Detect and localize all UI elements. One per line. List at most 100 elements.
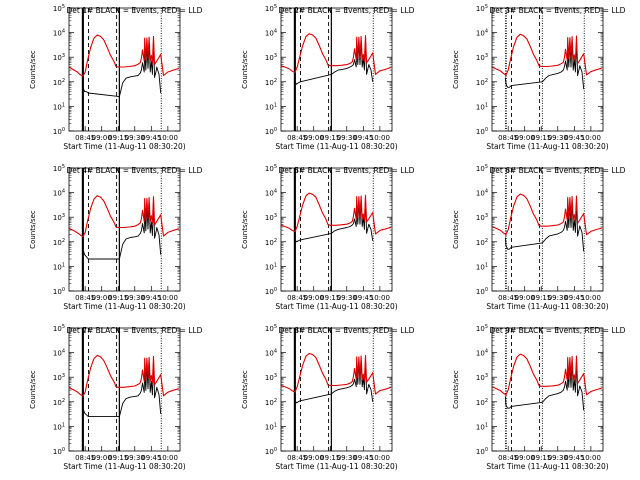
y-tick-label: 105	[265, 324, 277, 333]
x-tick-label: 09:15	[531, 294, 551, 302]
x-tick-label: 09:15	[320, 294, 340, 302]
x-tick-label: 08:45	[498, 134, 518, 142]
x-axis-label: Start Time (11-Aug-11 08:30:20)	[275, 142, 397, 151]
y-tick-label: 102	[265, 238, 277, 247]
y-tick-label: 103	[53, 373, 65, 382]
y-tick-label: 102	[476, 238, 488, 247]
detector-panel-5: Det 5# BLACK = Events, RED = LLD10010110…	[241, 164, 415, 311]
plot-area	[281, 8, 392, 131]
x-tick-label: 09:30	[548, 454, 568, 462]
y-tick-label: 104	[53, 349, 65, 358]
x-tick-label: 09:15	[320, 454, 340, 462]
series-line-lld	[281, 33, 392, 75]
series-line-lld	[281, 352, 392, 395]
y-axis-label: Counts/sec	[241, 370, 249, 409]
plot-frame	[491, 327, 604, 452]
x-tick-label: 08:45	[287, 294, 307, 302]
x-tick-label: 09:00	[92, 294, 112, 302]
x-tick-label: 09:15	[108, 134, 128, 142]
y-tick-label: 103	[476, 213, 488, 222]
x-tick-label: 10:00	[370, 294, 390, 302]
y-tick-label: 101	[53, 102, 65, 111]
y-tick-label: 100	[476, 127, 488, 136]
y-tick-label: 104	[265, 29, 277, 38]
y-tick-label: 104	[476, 189, 488, 198]
plot-area	[69, 168, 180, 291]
x-axis-label: Start Time (11-Aug-11 08:30:20)	[486, 142, 608, 151]
x-axis-label: Start Time (11-Aug-11 08:30:20)	[486, 462, 608, 471]
y-tick-label: 101	[53, 422, 65, 431]
x-tick-label: 08:45	[498, 294, 518, 302]
x-tick-label: 08:45	[75, 454, 95, 462]
series-line-lld	[492, 353, 603, 396]
series-line-lld	[69, 34, 180, 77]
y-tick-label: 101	[265, 422, 277, 431]
x-tick-label: 08:45	[287, 454, 307, 462]
y-tick-label: 101	[265, 102, 277, 111]
plot-area	[492, 8, 603, 131]
y-tick-label: 102	[476, 398, 488, 407]
y-tick-label: 101	[265, 262, 277, 271]
y-tick-label: 102	[476, 78, 488, 87]
y-tick-label: 102	[53, 398, 65, 407]
y-tick-label: 104	[265, 189, 277, 198]
y-tick-label: 102	[265, 78, 277, 87]
x-tick-label: 09:30	[125, 134, 145, 142]
x-tick-label: 08:45	[75, 294, 95, 302]
x-tick-label: 09:15	[108, 454, 128, 462]
y-axis-label: Counts/sec	[241, 50, 249, 89]
y-tick-label: 105	[476, 164, 488, 173]
y-tick-label: 100	[53, 447, 65, 456]
y-tick-label: 101	[53, 262, 65, 271]
y-tick-label: 100	[265, 447, 277, 456]
x-tick-label: 09:45	[564, 294, 584, 302]
y-tick-label: 104	[476, 29, 488, 38]
x-axis-label: Start Time (11-Aug-11 08:30:20)	[486, 302, 608, 311]
y-tick-label: 103	[53, 53, 65, 62]
detector-panel-3: Det 3# BLACK = Events, RED = LLD10010110…	[452, 4, 626, 151]
x-tick-label: 09:30	[548, 134, 568, 142]
y-tick-label: 104	[53, 189, 65, 198]
x-tick-label: 08:45	[287, 134, 307, 142]
y-tick-label: 104	[476, 349, 488, 358]
plot-area	[281, 168, 392, 291]
detector-panel-1: Det 1# BLACK = Events, RED = LLD10010110…	[29, 4, 203, 151]
series-line-lld	[69, 195, 180, 238]
x-tick-label: 09:30	[337, 294, 357, 302]
x-tick-label: 10:00	[581, 294, 601, 302]
y-tick-label: 103	[53, 213, 65, 222]
detector-panel-7: Det 7# BLACK = Events, RED = LLD10010110…	[29, 324, 203, 471]
y-tick-label: 105	[53, 324, 65, 333]
plot-frame	[280, 167, 393, 292]
y-axis-label: Counts/sec	[241, 210, 249, 249]
x-tick-label: 09:45	[353, 134, 373, 142]
y-tick-label: 105	[265, 164, 277, 173]
plot-frame	[68, 167, 181, 292]
x-axis-label: Start Time (11-Aug-11 08:30:20)	[63, 142, 185, 151]
x-tick-label: 09:30	[548, 294, 568, 302]
y-tick-label: 100	[265, 127, 277, 136]
y-tick-label: 101	[476, 102, 488, 111]
y-tick-label: 102	[265, 398, 277, 407]
x-tick-label: 10:00	[370, 134, 390, 142]
y-tick-label: 105	[476, 4, 488, 13]
detector-panel-8: Det 8# BLACK = Events, RED = LLD10010110…	[241, 324, 415, 471]
x-axis-label: Start Time (11-Aug-11 08:30:20)	[63, 462, 185, 471]
y-tick-label: 102	[53, 78, 65, 87]
y-tick-label: 104	[265, 349, 277, 358]
x-tick-label: 10:00	[158, 134, 178, 142]
plot-area	[492, 168, 603, 291]
x-tick-label: 09:00	[92, 134, 112, 142]
x-tick-label: 09:30	[337, 454, 357, 462]
x-tick-label: 09:45	[141, 134, 161, 142]
plot-area	[69, 8, 180, 131]
plot-area	[281, 328, 392, 451]
plot-frame	[68, 7, 181, 132]
series-line-lld	[492, 33, 603, 76]
y-tick-label: 100	[53, 127, 65, 136]
x-tick-label: 10:00	[158, 294, 178, 302]
x-tick-label: 09:00	[304, 294, 324, 302]
x-tick-label: 10:00	[581, 134, 601, 142]
